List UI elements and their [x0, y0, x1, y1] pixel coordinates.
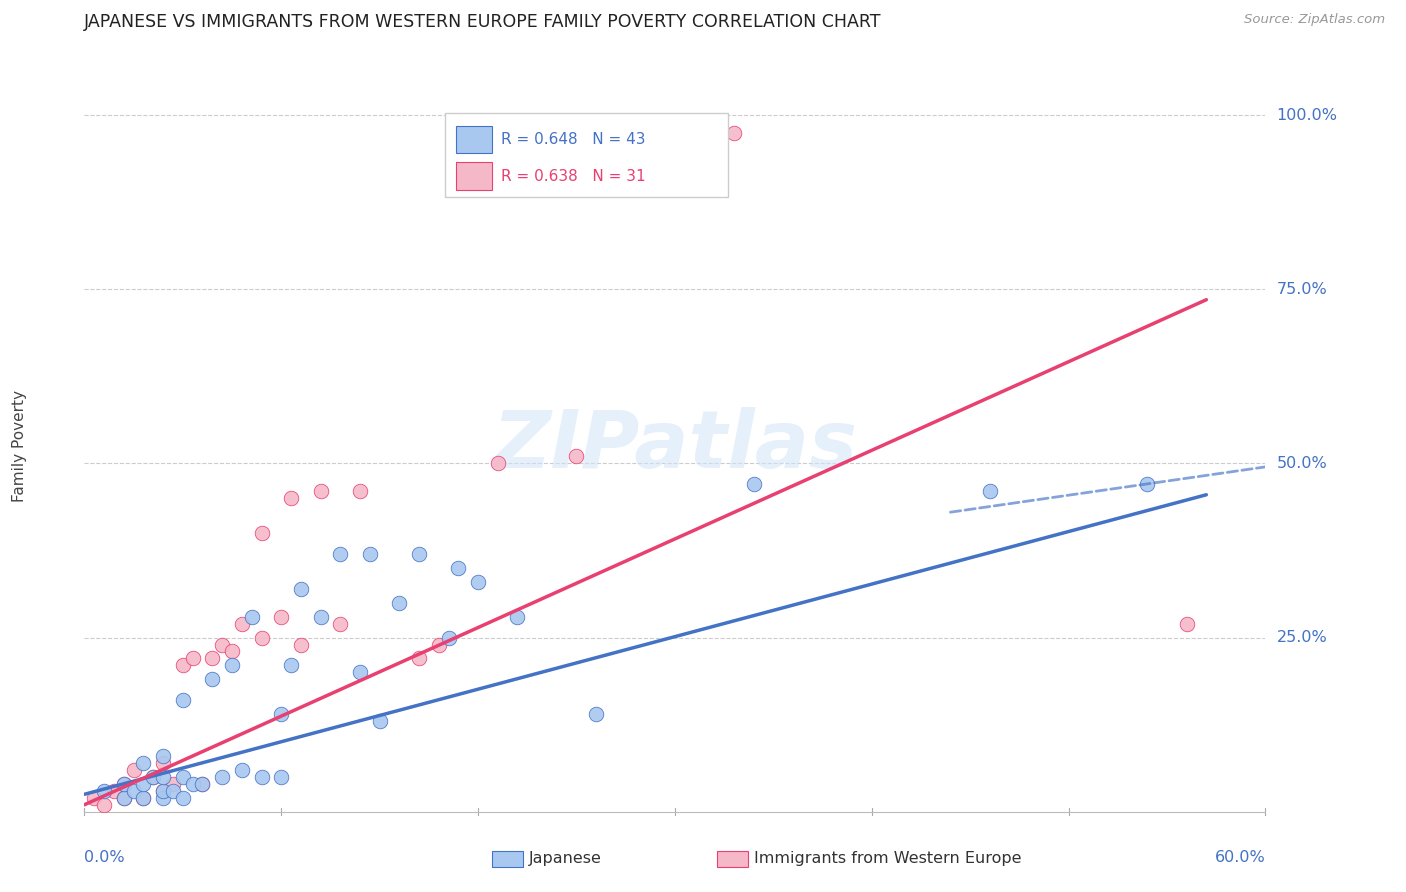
Point [172, 790, 194, 805]
Point [585, 707, 607, 722]
Text: 0.0%: 0.0% [84, 850, 125, 865]
Point [162, 777, 184, 791]
Point [152, 790, 174, 805]
Point [368, 714, 391, 728]
Point [349, 484, 371, 499]
Point [437, 631, 460, 645]
Point [132, 790, 155, 805]
Point [172, 770, 194, 784]
Point [162, 784, 184, 798]
Point [122, 784, 145, 798]
Point [132, 777, 155, 791]
Point [112, 777, 135, 791]
Point [112, 790, 135, 805]
Point [565, 450, 588, 464]
Point [191, 777, 214, 791]
Point [280, 658, 302, 673]
Point [309, 609, 332, 624]
Point [329, 616, 352, 631]
FancyBboxPatch shape [457, 162, 492, 190]
Point [290, 582, 312, 596]
Point [142, 770, 165, 784]
Point [506, 609, 529, 624]
Point [240, 609, 263, 624]
Point [349, 665, 371, 680]
Point [142, 770, 165, 784]
FancyBboxPatch shape [444, 113, 728, 197]
Text: 60.0%: 60.0% [1215, 850, 1265, 865]
Point [152, 749, 174, 764]
Point [280, 491, 302, 506]
Point [112, 790, 135, 805]
Point [211, 638, 233, 652]
Point [122, 763, 145, 777]
Point [152, 784, 174, 798]
Text: Immigrants from Western Europe: Immigrants from Western Europe [754, 852, 1021, 866]
Point [221, 644, 243, 658]
Point [250, 770, 273, 784]
Text: Family Poverty: Family Poverty [11, 390, 27, 502]
Point [132, 756, 155, 770]
Text: R = 0.648   N = 43: R = 0.648 N = 43 [502, 132, 645, 147]
Text: Source: ZipAtlas.com: Source: ZipAtlas.com [1244, 13, 1385, 27]
Point [270, 609, 292, 624]
Point [231, 763, 253, 777]
Point [329, 547, 352, 561]
Point [447, 561, 470, 575]
Text: 100.0%: 100.0% [1277, 108, 1337, 122]
Point [201, 651, 224, 665]
Text: 75.0%: 75.0% [1277, 282, 1327, 297]
Point [152, 784, 174, 798]
Point [270, 770, 292, 784]
Point [132, 790, 155, 805]
Point [103, 784, 125, 798]
FancyBboxPatch shape [457, 126, 492, 153]
Point [486, 457, 509, 471]
Point [270, 707, 292, 722]
Point [979, 484, 1001, 499]
Point [112, 777, 135, 791]
Point [211, 770, 233, 784]
Point [309, 484, 332, 499]
Point [467, 574, 489, 589]
Point [408, 651, 430, 665]
Point [359, 547, 381, 561]
Text: JAPANESE VS IMMIGRANTS FROM WESTERN EUROPE FAMILY POVERTY CORRELATION CHART: JAPANESE VS IMMIGRANTS FROM WESTERN EURO… [84, 13, 882, 31]
Text: ZIPatlas: ZIPatlas [492, 407, 858, 485]
Point [181, 777, 204, 791]
Point [408, 547, 430, 561]
Point [1175, 616, 1198, 631]
Point [231, 616, 253, 631]
Point [250, 526, 273, 541]
Point [191, 777, 214, 791]
Point [172, 693, 194, 707]
Point [742, 477, 765, 491]
Point [250, 631, 273, 645]
Point [172, 658, 194, 673]
Text: Japanese: Japanese [529, 852, 602, 866]
Point [723, 126, 745, 140]
Point [1136, 477, 1159, 491]
Text: R = 0.638   N = 31: R = 0.638 N = 31 [502, 169, 645, 184]
Point [181, 651, 204, 665]
Point [388, 596, 411, 610]
Point [93, 784, 115, 798]
Point [201, 673, 224, 687]
Text: 25.0%: 25.0% [1277, 630, 1327, 645]
Point [427, 638, 450, 652]
Point [290, 638, 312, 652]
Text: 50.0%: 50.0% [1277, 456, 1327, 471]
Point [93, 797, 115, 812]
Point [152, 756, 174, 770]
Point [83, 790, 105, 805]
Point [221, 658, 243, 673]
Point [152, 770, 174, 784]
